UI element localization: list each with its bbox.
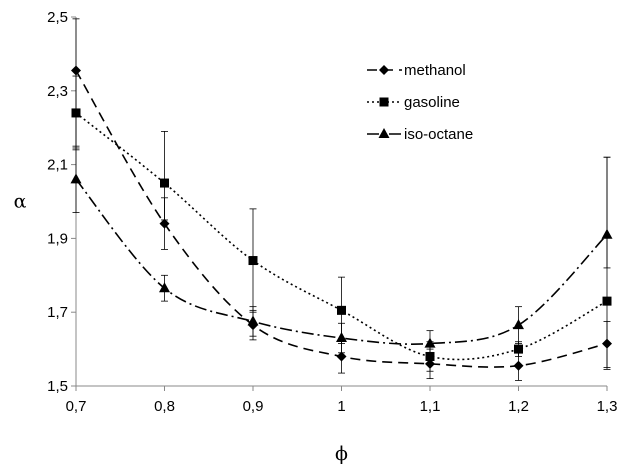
y-tick-label: 2,3 — [47, 83, 68, 100]
data-point-iso-octane — [247, 315, 259, 326]
legend-item-iso-octane: iso-octane — [367, 126, 473, 143]
y-axis-title: α — [14, 191, 27, 213]
data-point-iso-octane — [70, 173, 82, 184]
x-tick-label: 0,7 — [66, 398, 87, 415]
legend-marker — [378, 128, 390, 138]
axes: 1,5 1,7 1,9 2,1 2,3 2,5 0,7 0,8 0,9 1 1,1 1,2 1,3 — [47, 9, 617, 415]
data-point-gasoline — [71, 108, 81, 118]
legend-label: gasoline — [404, 94, 460, 111]
series-line-iso-octane — [75, 178, 608, 345]
legend-label: iso-octane — [404, 126, 473, 143]
x-tick-label: 1,3 — [597, 398, 618, 415]
x-tick-label: 0,9 — [243, 398, 264, 415]
y-tick-label: 2,5 — [47, 9, 68, 26]
legend-marker — [379, 65, 389, 75]
x-tick-label: 1,1 — [420, 398, 441, 415]
legend-label: methanol — [404, 62, 466, 79]
x-tick-label: 0,8 — [154, 398, 175, 415]
y-tick-label: 1,7 — [47, 304, 68, 321]
data-point-methanol — [159, 218, 170, 229]
data-point-iso-octane — [513, 319, 524, 330]
data-point-gasoline — [337, 305, 346, 315]
legend-marker — [379, 97, 389, 107]
series-layer — [70, 18, 613, 381]
data-point-gasoline — [514, 344, 523, 354]
data-point-methanol — [71, 65, 81, 76]
x-tick-label: 1 — [337, 398, 345, 415]
x-axis-title: ϕ — [335, 443, 348, 465]
data-point-iso-octane — [336, 332, 347, 343]
data-point-iso-octane — [159, 282, 170, 293]
series-iso-octane — [70, 145, 613, 357]
data-point-methanol — [513, 360, 524, 371]
legend-item-methanol: methanol — [367, 62, 466, 79]
y-tick-label: 1,9 — [47, 230, 68, 247]
data-point-iso-octane — [424, 337, 436, 348]
data-point-gasoline — [248, 256, 258, 266]
data-point-gasoline — [160, 178, 169, 188]
y-tick-label: 1,5 — [47, 378, 68, 395]
legend: methanol gasoline iso-octane — [367, 62, 473, 143]
data-point-methanol — [336, 351, 347, 362]
x-tick-label: 1,2 — [508, 398, 529, 415]
data-point-iso-octane — [601, 228, 613, 239]
legend-item-gasoline: gasoline — [367, 94, 460, 111]
data-point-gasoline — [602, 296, 612, 306]
y-tick-label: 2,1 — [47, 157, 68, 174]
